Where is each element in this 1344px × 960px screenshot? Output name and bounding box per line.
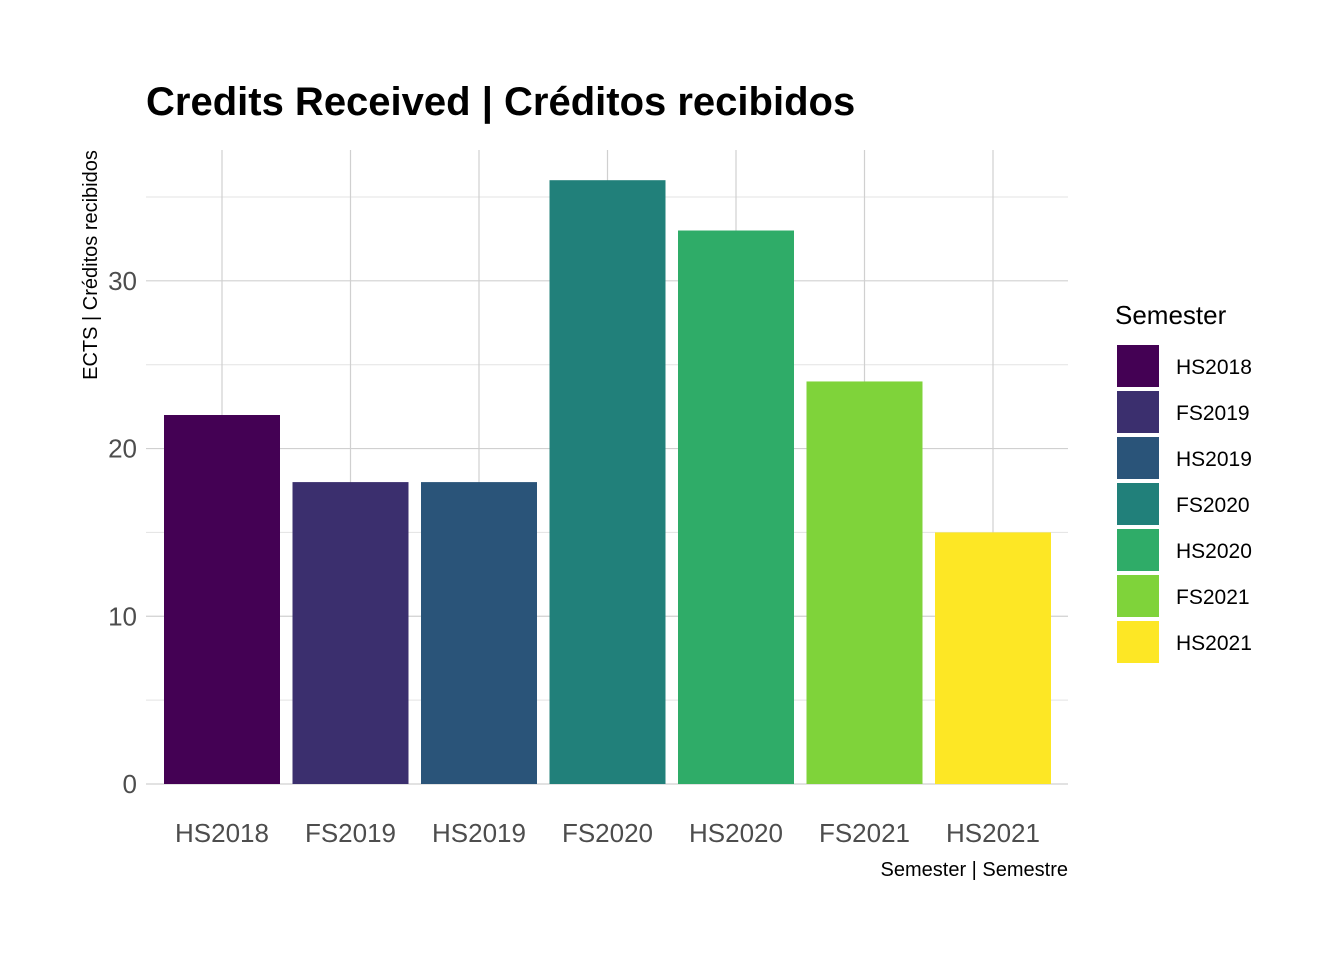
y-axis-title: ECTS | Créditos recibidos xyxy=(80,150,102,380)
y-tick-label: 0 xyxy=(123,769,137,799)
legend-label: HS2021 xyxy=(1176,632,1252,655)
legend-label: FS2021 xyxy=(1176,586,1250,609)
bar-hs2019 xyxy=(421,482,537,784)
y-tick-label: 20 xyxy=(108,434,137,464)
y-tick-label: 30 xyxy=(108,266,137,296)
legend-swatch xyxy=(1117,345,1159,387)
y-tick-label: 10 xyxy=(108,601,137,631)
y-axis-ticks: 0 10 20 30 xyxy=(108,266,137,799)
x-tick-label: FS2021 xyxy=(819,818,910,848)
legend-swatch xyxy=(1117,483,1159,525)
legend: Semester HS2018 FS2019 HS2019 FS2020 HS2020 F… xyxy=(1115,300,1252,663)
legend-label: HS2018 xyxy=(1176,356,1252,379)
bars xyxy=(164,180,1051,784)
x-tick-label: FS2019 xyxy=(305,818,396,848)
x-axis-title: Semester | Semestre xyxy=(881,859,1068,881)
legend-swatch xyxy=(1117,529,1159,571)
legend-label: FS2019 xyxy=(1176,402,1250,425)
bar-hs2018 xyxy=(164,415,280,784)
legend-label: HS2019 xyxy=(1176,448,1252,471)
x-axis-ticks: HS2018 FS2019 HS2019 FS2020 HS2020 FS2021 HS20… xyxy=(175,818,1040,848)
bar-hs2020 xyxy=(678,230,794,784)
chart-title: Credits Received | Créditos recibidos xyxy=(146,80,855,124)
legend-label: FS2020 xyxy=(1176,494,1250,517)
bar-fs2021 xyxy=(806,381,923,784)
bar-hs2021 xyxy=(935,532,1051,784)
x-tick-label: FS2020 xyxy=(562,818,653,848)
legend-swatch xyxy=(1117,437,1159,479)
legend-swatch xyxy=(1117,391,1159,433)
x-tick-label: HS2018 xyxy=(175,818,269,848)
bar-fs2019 xyxy=(292,482,409,784)
legend-label: HS2020 xyxy=(1176,540,1252,563)
legend-swatch xyxy=(1117,575,1159,617)
x-tick-label: HS2021 xyxy=(946,818,1040,848)
legend-title: Semester xyxy=(1115,300,1227,330)
legend-swatch xyxy=(1117,621,1159,663)
legend-items: HS2018 FS2019 HS2019 FS2020 HS2020 FS2021 HS20… xyxy=(1117,345,1252,663)
x-tick-label: HS2020 xyxy=(689,818,783,848)
x-tick-label: HS2019 xyxy=(432,818,526,848)
bar-fs2020 xyxy=(549,180,666,784)
